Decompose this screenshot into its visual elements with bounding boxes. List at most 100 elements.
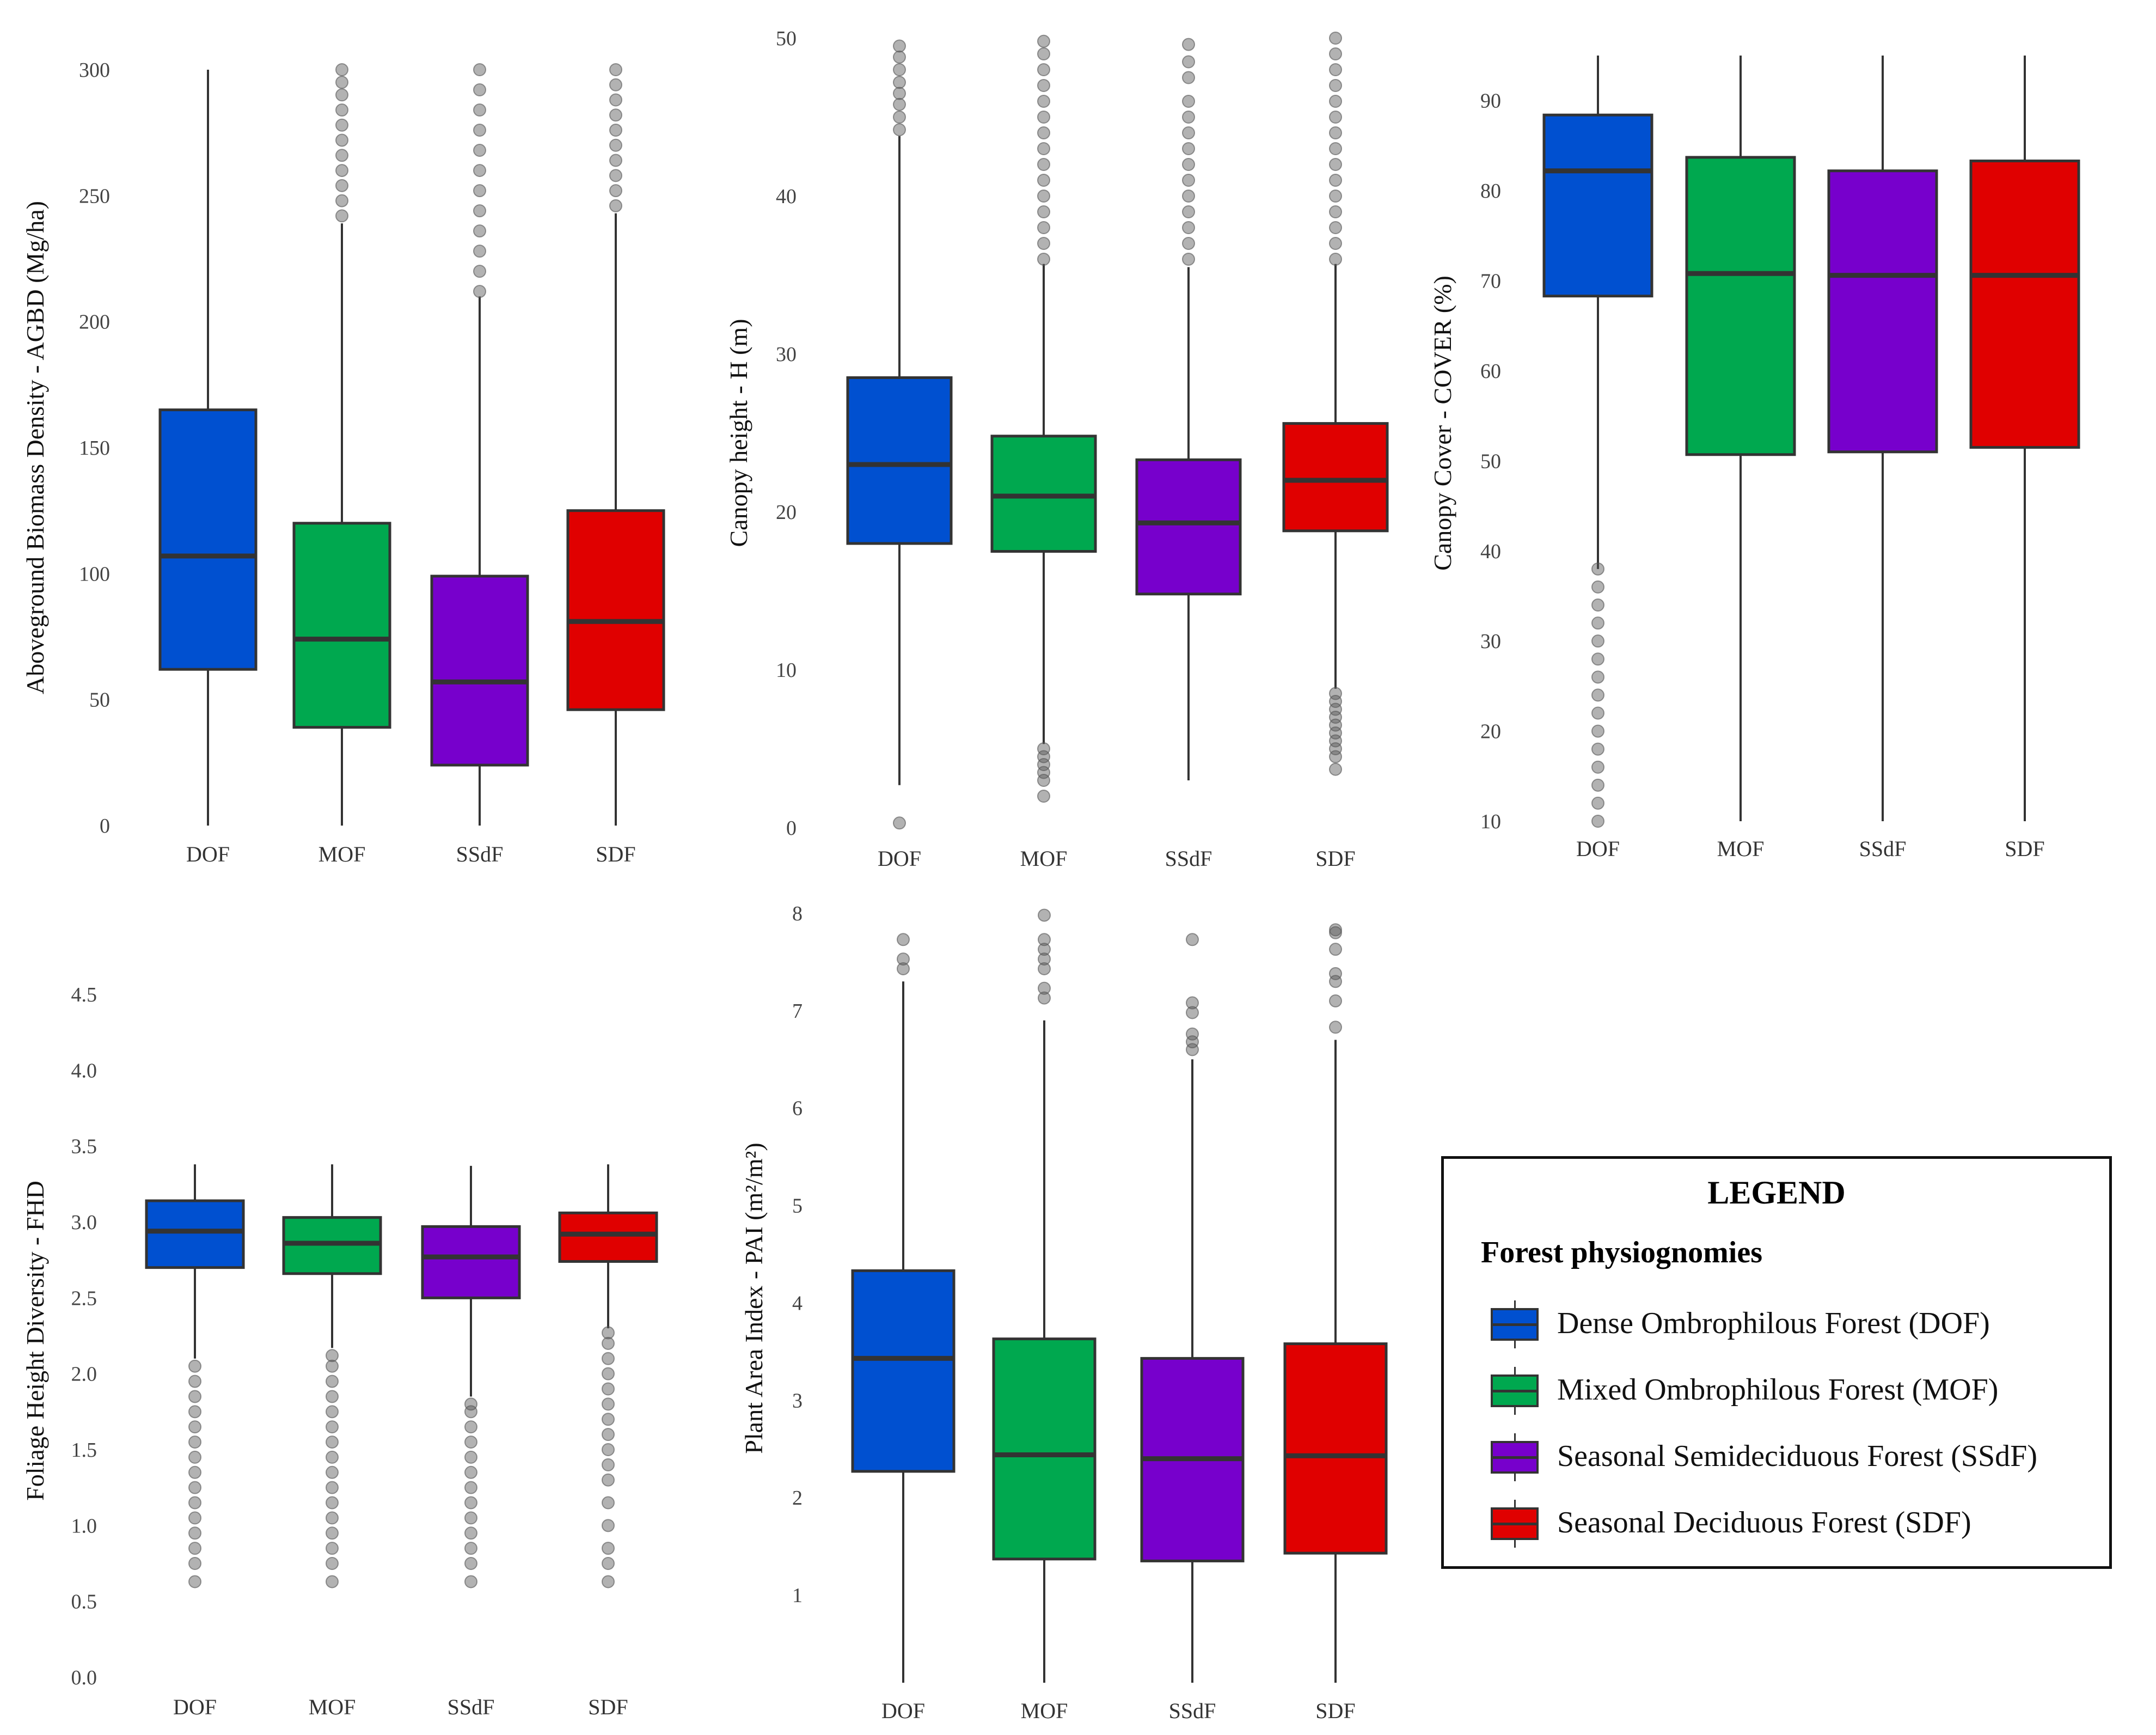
outlier-point-ssdf	[464, 1481, 477, 1494]
box-ssdf	[430, 575, 529, 767]
outlier-point-dof	[893, 816, 906, 830]
outlier-point-mof	[1037, 142, 1050, 155]
y-tick-label: 1.0	[71, 1514, 97, 1537]
outlier-point-mof	[1038, 943, 1051, 956]
outlier-point-sdf	[602, 1413, 615, 1426]
legend-key-ssdf	[1491, 1433, 1539, 1481]
outlier-point-mof	[335, 194, 348, 207]
outlier-point-sdf	[1329, 994, 1342, 1007]
canopy-height-boxplot-panel: 0 10 20 30 40 50 Canopy height - H (m) DOF MOF SS…	[725, 27, 1389, 871]
y-tick-label: 10	[1480, 810, 1501, 833]
outlier-point-dof	[188, 1557, 201, 1570]
outlier-point-mof	[1037, 205, 1050, 218]
outlier-point-sdf	[609, 199, 622, 212]
y-tick-label: 4	[792, 1292, 803, 1315]
legend-item-sdf: Seasonal Deciduous Forest (SDF)	[1481, 1494, 2107, 1549]
outlier-point-dof	[893, 97, 906, 111]
outlier-point-sdf	[609, 138, 622, 152]
outlier-point-sdf	[609, 184, 622, 198]
outlier-point-sdf	[609, 78, 622, 91]
outlier-point-ssdf	[464, 1397, 477, 1411]
outlier-point-dof	[188, 1526, 201, 1540]
outlier-point-sdf	[609, 154, 622, 167]
y-axis-label: Aboveground Biomass Density - AGBD (Mg/h…	[21, 201, 49, 694]
outlier-point-ssdf	[464, 1496, 477, 1510]
outlier-point-dof	[1591, 616, 1604, 630]
box-dof	[851, 1269, 955, 1473]
outlier-point-ssdf	[1182, 205, 1195, 218]
y-axis-label: Canopy height - H (m)	[725, 319, 752, 547]
y-tick-label: 2.5	[71, 1287, 97, 1310]
outlier-point-dof	[893, 39, 906, 53]
outlier-point-sdf	[1329, 1021, 1342, 1034]
fhd-boxplot-panel: 0.0 0.5 1.0 1.5 2.0 2.5 3.0 3.5 4.0 4.5 Foliage He…	[21, 983, 658, 1719]
outlier-point-ssdf	[1182, 38, 1195, 51]
outlier-point-sdf	[602, 1326, 615, 1340]
outlier-point-mof	[326, 1465, 339, 1479]
outlier-point-dof	[1591, 688, 1604, 702]
outlier-point-mof	[1037, 111, 1050, 124]
outlier-point-mof	[326, 1359, 339, 1373]
outlier-point-mof	[326, 1374, 339, 1388]
legend-item-mof: Mixed Ombrophilous Forest (MOF)	[1481, 1361, 2107, 1416]
outlier-point-dof	[1591, 670, 1604, 684]
outlier-point-dof	[188, 1435, 201, 1449]
outlier-point-sdf	[1329, 126, 1342, 139]
box-dof	[846, 376, 953, 545]
x-tick-label-sdf: SDF	[1315, 846, 1355, 871]
outlier-point-mof	[1038, 991, 1051, 1005]
outlier-point-sdf	[602, 1575, 615, 1589]
x-tick-label-mof: MOF	[1020, 846, 1068, 871]
outlier-point-mof	[1037, 95, 1050, 108]
box-mof	[992, 1337, 1097, 1561]
outlier-point-sdf	[1329, 142, 1342, 155]
x-tick-label-sdf: SDF	[588, 1695, 628, 1719]
outlier-point-sdf	[609, 93, 622, 107]
outlier-point-mof	[1038, 962, 1051, 975]
x-tick-label-sdf: SDF	[596, 842, 635, 866]
outlier-point-mof	[335, 118, 348, 132]
outlier-point-ssdf	[1182, 142, 1195, 155]
outlier-point-mof	[335, 133, 348, 147]
y-tick-label: 8	[792, 902, 803, 925]
outlier-point-dof	[893, 63, 906, 76]
pai-boxplot-panel: 1 2 3 4 5 6 7 8 Plant Area Index - PAI (m²/m²) DO…	[740, 902, 1388, 1723]
outlier-point-sdf	[602, 1397, 615, 1411]
x-tick-label-ssdf: SSdF	[456, 842, 504, 866]
outlier-point-mof	[326, 1349, 339, 1363]
outlier-point-mof	[326, 1526, 339, 1540]
y-tick-label: 60	[1480, 360, 1501, 383]
outlier-point-sdf	[602, 1542, 615, 1555]
outlier-point-dof	[1591, 652, 1604, 666]
outlier-point-mof	[326, 1390, 339, 1403]
outlier-point-dof	[188, 1481, 201, 1494]
outlier-point-sdf	[1329, 221, 1342, 234]
outlier-point-sdf	[1329, 174, 1342, 187]
outlier-point-dof	[1591, 742, 1604, 756]
y-tick-label: 150	[79, 437, 110, 460]
outlier-point-dof	[188, 1405, 201, 1419]
y-tick-label: 50	[89, 689, 110, 712]
outlier-point-ssdf	[1182, 95, 1195, 108]
outlier-point-dof	[1591, 796, 1604, 810]
outlier-point-sdf	[1329, 47, 1342, 60]
box-sdf	[1969, 160, 2080, 449]
x-tick-label-dof: DOF	[1576, 836, 1620, 861]
outlier-point-mof	[1037, 34, 1050, 48]
x-tick-label-sdf: SDF	[1315, 1699, 1355, 1723]
outlier-point-mof	[1038, 981, 1051, 995]
outlier-point-mof	[335, 103, 348, 117]
outlier-point-sdf	[1329, 111, 1342, 124]
y-tick-label: 30	[776, 343, 797, 366]
outlier-point-ssdf	[464, 1465, 477, 1479]
outlier-point-mof	[1038, 933, 1051, 946]
outlier-point-dof	[893, 76, 906, 89]
y-tick-label: 1	[792, 1584, 803, 1607]
outlier-point-ssdf	[1186, 1006, 1199, 1019]
y-tick-label: 0.5	[71, 1591, 97, 1614]
outlier-point-dof	[1591, 760, 1604, 774]
x-tick-label-ssdf: SSdF	[448, 1695, 495, 1719]
outlier-point-mof	[326, 1481, 339, 1494]
outlier-point-dof	[893, 123, 906, 137]
box-sdf	[566, 509, 665, 711]
